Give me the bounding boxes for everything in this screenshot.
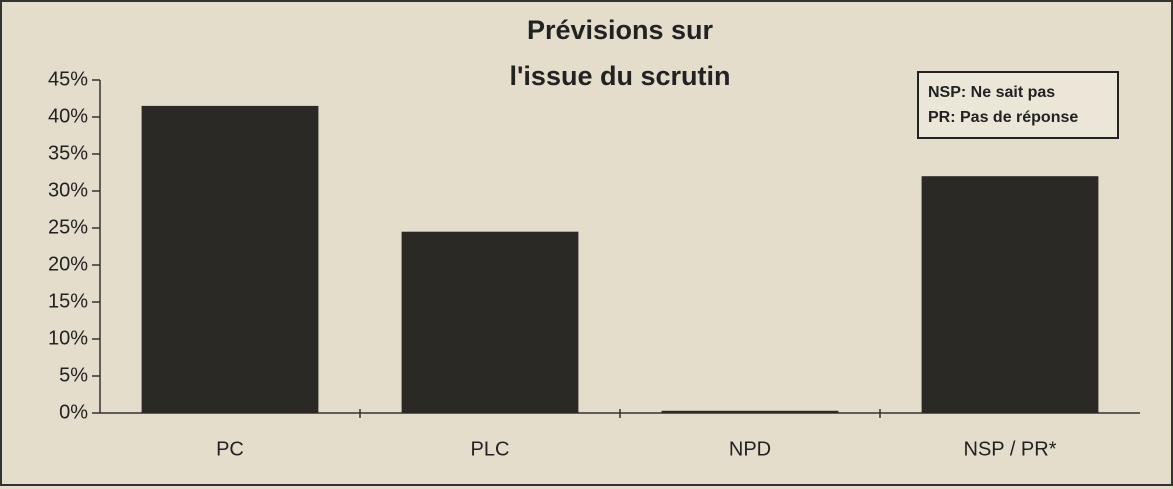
- bar: [921, 176, 1099, 413]
- bar: [661, 410, 839, 413]
- x-tick-label: NPD: [729, 438, 771, 460]
- bar: [401, 231, 579, 413]
- y-tick-label: 0%: [59, 401, 88, 423]
- legend-box: [917, 71, 1119, 139]
- chart-title: Prévisions sur: [527, 15, 714, 45]
- y-tick-label: 35%: [48, 142, 88, 164]
- x-tick-label: PLC: [471, 438, 510, 460]
- y-tick-label: 5%: [59, 364, 88, 386]
- x-tick-label: NSP / PR*: [964, 438, 1057, 460]
- y-tick-label: 25%: [48, 216, 88, 238]
- y-tick-label: 20%: [48, 253, 88, 275]
- bar: [141, 105, 319, 414]
- x-tick-label: PC: [216, 438, 244, 460]
- y-tick-label: 10%: [48, 327, 88, 349]
- y-tick-label: 15%: [48, 290, 88, 312]
- annotation: PR: Pas de réponse: [928, 109, 1078, 126]
- y-tick-label: 30%: [48, 179, 88, 201]
- chart-title: l'issue du scrutin: [510, 61, 731, 91]
- annotation: NSP: Ne sait pas: [928, 84, 1055, 101]
- y-tick-label: 40%: [48, 105, 88, 127]
- y-tick-label: 45%: [48, 68, 88, 90]
